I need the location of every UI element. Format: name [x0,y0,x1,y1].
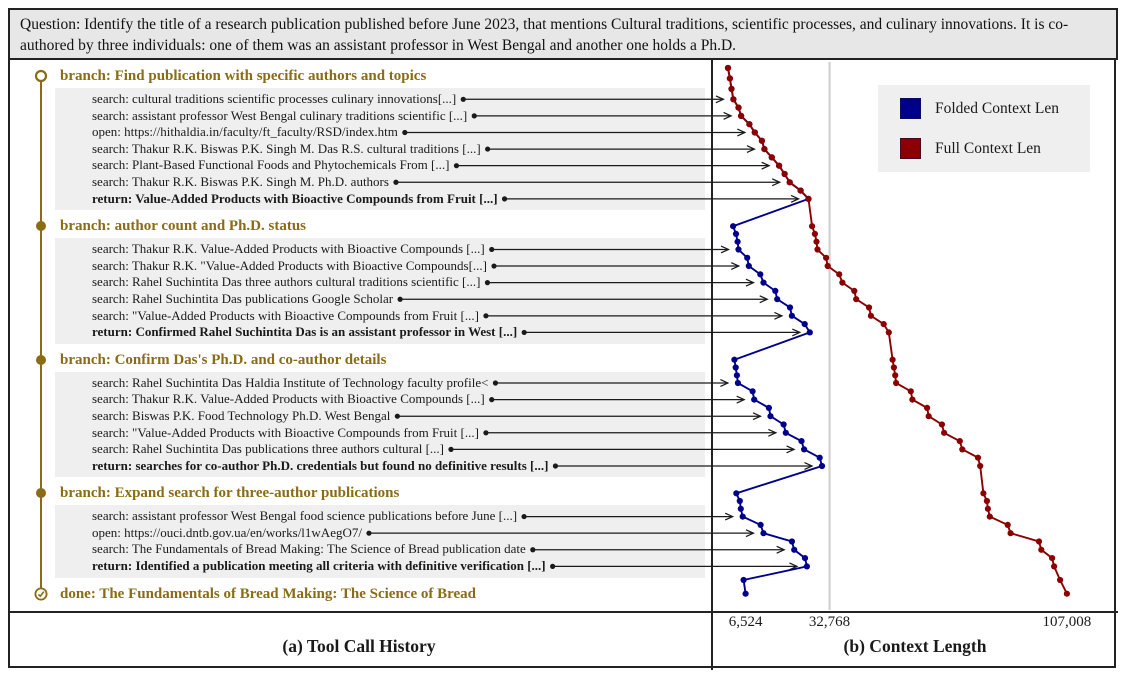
tool-call-text: search: Plant-Based Functional Foods and… [92,157,450,173]
tool-call-row: search: Rahel Suchintita Das publication… [55,291,705,308]
tool-call-group: search: Rahel Suchintita Das Haldia Inst… [55,371,705,478]
tool-call-row: return: Identified a publication meeting… [55,558,705,575]
legend-label: Folded Context Len [935,100,1059,117]
tool-call-row: search: Thakur R.K. Value-Added Products… [55,241,705,258]
tool-call-row: open: https://ouci.dntb.gov.ua/en/works/… [55,525,705,542]
tool-call-row: search: Thakur R.K. Value-Added Products… [55,391,705,408]
tool-call-text: search: "Value-Added Products with Bioac… [92,307,479,323]
tool-call-group: search: Thakur R.K. Value-Added Products… [55,238,705,344]
tool-call-text: search: Rahel Suchintita Das publication… [92,290,394,306]
tool-call-group: search: assistant professor West Bengal … [55,505,705,578]
tool-call-text: search: Thakur R.K. Biswas P.K. Singh M.… [92,173,389,189]
chart-legend: Folded Context Len Full Context Len [878,85,1090,172]
tool-call-text: search: Thakur R.K. "Value-Added Product… [92,257,487,273]
open-circle-icon [34,69,48,83]
branch-title: branch: Expand search for three-author p… [60,485,400,502]
tool-call-text: search: Biswas P.K. Food Technology Ph.D… [92,407,391,423]
tool-call-row: return: Confirmed Rahel Suchintita Das i… [55,324,705,341]
caption-tool-call-history: (a) Tool Call History [282,636,436,656]
tool-call-row: search: "Value-Added Products with Bioac… [55,308,705,325]
tool-call-row: search: Thakur R.K. Biswas P.K. Singh M.… [55,174,705,191]
caption-context-length: (b) Context Length [843,636,987,656]
axis-baseline [8,611,1118,613]
tool-call-text: search: Rahel Suchintita Das Haldia Inst… [92,374,489,390]
blue-square-icon [900,98,921,119]
tool-call-text: search: Thakur R.K. Value-Added Products… [92,241,485,257]
legend-item: Folded Context Len [878,97,1090,121]
tool-call-group: search: cultural traditions scientific p… [55,88,705,211]
branch-header: branch: Find publication with specific a… [34,67,711,85]
branch-trunk-line [40,76,42,594]
tool-call-row: search: "Value-Added Products with Bioac… [55,425,705,442]
legend-item: Full Context Len [878,137,1090,161]
filled-circle-icon [34,219,48,233]
tool-call-history-panel: branch: Find publication with specific a… [8,60,711,611]
tool-call-text: search: Thakur R.K. Value-Added Products… [92,391,485,407]
tool-call-text: search: assistant professor West Bengal … [92,508,518,524]
tool-call-text: search: "Value-Added Products with Bioac… [92,424,479,440]
tool-call-row: search: Rahel Suchintita Das Haldia Inst… [55,375,705,392]
x-tick-label: 32,768 [808,614,851,630]
branch-title: branch: Find publication with specific a… [60,68,427,84]
filled-circle-icon [34,353,48,367]
tool-call-row: search: assistant professor West Bengal … [55,108,705,125]
check-circle-icon [34,587,48,601]
tool-call-row: return: Value-Added Products with Bioact… [55,191,705,208]
tool-call-row: search: Thakur R.K. Biswas P.K. Singh M.… [55,141,705,158]
tool-call-row: search: Plant-Based Functional Foods and… [55,157,705,174]
done-header: done: The Fundamentals of Bread Making: … [34,585,711,603]
branch-header: branch: Expand search for three-author p… [34,484,711,502]
tool-call-row: open: https://hithaldia.in/faculty/ft_fa… [55,124,705,141]
red-square-icon [900,138,921,159]
x-tick-label: 107,008 [1042,614,1092,630]
tool-call-text: search: Thakur R.K. Biswas P.K. Singh M.… [92,140,481,156]
x-tick-label: 6,524 [728,614,763,630]
branch-header: branch: Confirm Das's Ph.D. and co-autho… [34,351,711,369]
panel-divider [711,60,713,670]
tool-call-row: search: Biswas P.K. Food Technology Ph.D… [55,408,705,425]
branch-title: branch: author count and Ph.D. status [60,218,307,235]
tool-call-row: search: Rahel Suchintita Das three autho… [55,274,705,291]
tool-call-row: search: Thakur R.K. "Value-Added Product… [55,258,705,275]
question-box: Question: Identify the title of a resear… [8,8,1118,60]
tool-call-text: return: Identified a publication meeting… [92,558,546,574]
tool-call-text: search: Rahel Suchintita Das publication… [92,441,444,457]
tool-call-text: search: Rahel Suchintita Das three autho… [92,274,481,290]
branch-header: branch: author count and Ph.D. status [34,217,711,235]
tool-call-text: open: https://hithaldia.in/faculty/ft_fa… [92,124,398,140]
tool-call-text: search: The Fundamentals of Bread Making… [92,541,526,557]
tool-call-text: search: cultural traditions scientific p… [92,91,457,106]
branch-title: branch: Confirm Das's Ph.D. and co-autho… [60,351,387,368]
legend-label: Full Context Len [935,140,1041,157]
tool-call-text: open: https://ouci.dntb.gov.ua/en/works/… [92,524,362,540]
tool-call-row: search: cultural traditions scientific p… [55,91,705,108]
tool-call-row: search: assistant professor West Bengal … [55,508,705,525]
tool-call-text: return: Confirmed Rahel Suchintita Das i… [92,324,518,340]
tool-call-row: search: The Fundamentals of Bread Making… [55,541,705,558]
tool-call-text: return: Value-Added Products with Bioact… [92,190,498,206]
filled-circle-icon [34,486,48,500]
tool-call-text: return: searches for co-author Ph.D. cre… [92,457,549,473]
tool-call-row: return: searches for co-author Ph.D. cre… [55,458,705,475]
tool-call-row: search: Rahel Suchintita Das publication… [55,441,705,458]
tool-call-text: search: assistant professor West Bengal … [92,107,468,123]
branch-title: done: The Fundamentals of Bread Making: … [60,585,477,602]
